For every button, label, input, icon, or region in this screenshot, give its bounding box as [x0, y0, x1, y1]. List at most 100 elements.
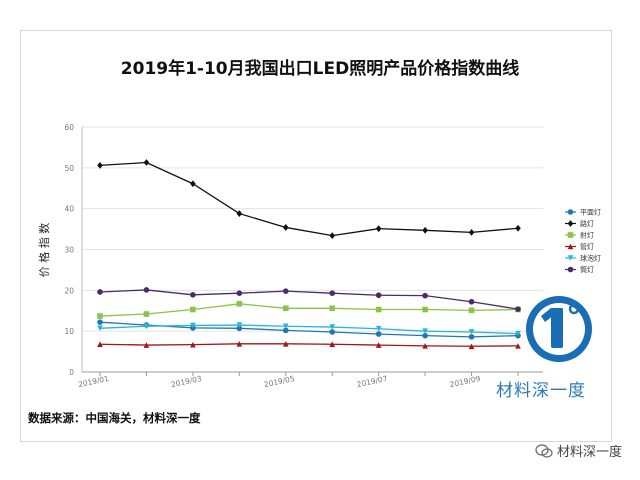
- point: [143, 159, 150, 166]
- point: [97, 313, 103, 319]
- legend-item: 管灯: [565, 242, 594, 251]
- point: [422, 306, 428, 313]
- point: [567, 232, 574, 238]
- point: [97, 161, 103, 169]
- legend-label: 平面灯: [580, 208, 601, 217]
- point: [190, 341, 196, 348]
- point: [282, 224, 289, 231]
- series-line: [99, 303, 519, 317]
- legend-label: 球泡灯: [580, 254, 601, 263]
- x-tick-label: 2019/09: [449, 374, 482, 389]
- point: [567, 209, 574, 215]
- point: [515, 224, 521, 232]
- y-tick-label: 50: [64, 164, 74, 173]
- point: [468, 343, 475, 350]
- point: [422, 343, 428, 349]
- x-tick-label: 2019/01: [77, 374, 110, 389]
- point: [190, 180, 196, 188]
- y-tick-label: 30: [64, 246, 74, 255]
- watermark-text: 材料深一度: [556, 445, 622, 460]
- wechat-watermark: 材料深一度: [535, 441, 622, 460]
- legend-item: 路灯: [565, 219, 594, 228]
- point: [422, 332, 428, 339]
- chart-card: [20, 30, 612, 442]
- point: [282, 323, 289, 330]
- y-tick-label: 10: [64, 327, 74, 336]
- point: [468, 329, 475, 335]
- point: [468, 228, 475, 236]
- logo-badge: [526, 296, 592, 362]
- y-tick-label: 0: [69, 368, 74, 377]
- point: [375, 306, 382, 313]
- y-tick-label: 40: [64, 205, 74, 214]
- series-line: [99, 324, 519, 335]
- point: [236, 341, 243, 347]
- chart-title: 2019年1-10月我国出口LED照明产品价格指数曲线: [120, 59, 520, 79]
- series-3: [97, 341, 521, 350]
- series-4: [97, 322, 521, 337]
- point: [143, 323, 150, 330]
- point: [236, 301, 243, 307]
- point: [236, 322, 243, 328]
- series-line: [99, 161, 519, 237]
- point: [468, 298, 475, 305]
- point: [236, 210, 243, 217]
- point: [97, 319, 103, 325]
- legend-item: 球泡灯: [565, 254, 601, 263]
- point: [97, 289, 103, 295]
- point: [143, 287, 150, 293]
- point: [375, 325, 382, 332]
- point: [190, 322, 196, 329]
- point: [282, 305, 289, 312]
- series-line: [99, 289, 519, 310]
- point: [236, 325, 243, 332]
- legend-label: 管灯: [580, 242, 594, 251]
- wechat-icon: [535, 443, 553, 458]
- logo-text: 材料深一度: [496, 381, 586, 401]
- point: [282, 327, 289, 334]
- point: [329, 324, 336, 330]
- point: [282, 288, 289, 294]
- series-2: [97, 301, 521, 319]
- point: [97, 325, 103, 332]
- legend-item: 筒灯: [565, 265, 594, 274]
- logo-degree: [568, 303, 580, 315]
- point: [567, 220, 574, 227]
- point: [375, 292, 382, 299]
- point: [375, 225, 382, 233]
- source-note: 数据来源：中国海关，材料深一度: [28, 411, 201, 425]
- legend-item: 平面灯: [565, 208, 601, 217]
- point: [143, 342, 150, 348]
- point: [468, 334, 475, 340]
- series-1: [97, 159, 521, 240]
- point: [422, 292, 428, 299]
- legend-label: 筒灯: [580, 265, 594, 274]
- x-tick-label: 2019/03: [170, 374, 203, 389]
- point: [375, 331, 382, 337]
- x-tick-label: 2019/07: [356, 374, 389, 389]
- point: [329, 305, 336, 312]
- series-0: [97, 319, 521, 340]
- legend-label: 路灯: [580, 219, 594, 228]
- point: [329, 329, 336, 335]
- series-line: [99, 343, 519, 347]
- point: [567, 243, 574, 250]
- point: [190, 306, 196, 313]
- y-axis-label: 价 格 指 数: [37, 223, 51, 278]
- point: [282, 341, 289, 347]
- y-tick-label: 60: [64, 123, 74, 132]
- point: [567, 255, 574, 261]
- point: [422, 328, 428, 334]
- point: [375, 342, 382, 348]
- point: [515, 343, 521, 349]
- series-line: [99, 321, 519, 338]
- point: [329, 290, 336, 296]
- point: [515, 330, 521, 337]
- point: [143, 311, 150, 317]
- y-tick-label: 20: [64, 286, 74, 295]
- point: [190, 292, 196, 298]
- legend-label: 射灯: [580, 231, 594, 240]
- point: [97, 341, 103, 348]
- point: [422, 226, 428, 234]
